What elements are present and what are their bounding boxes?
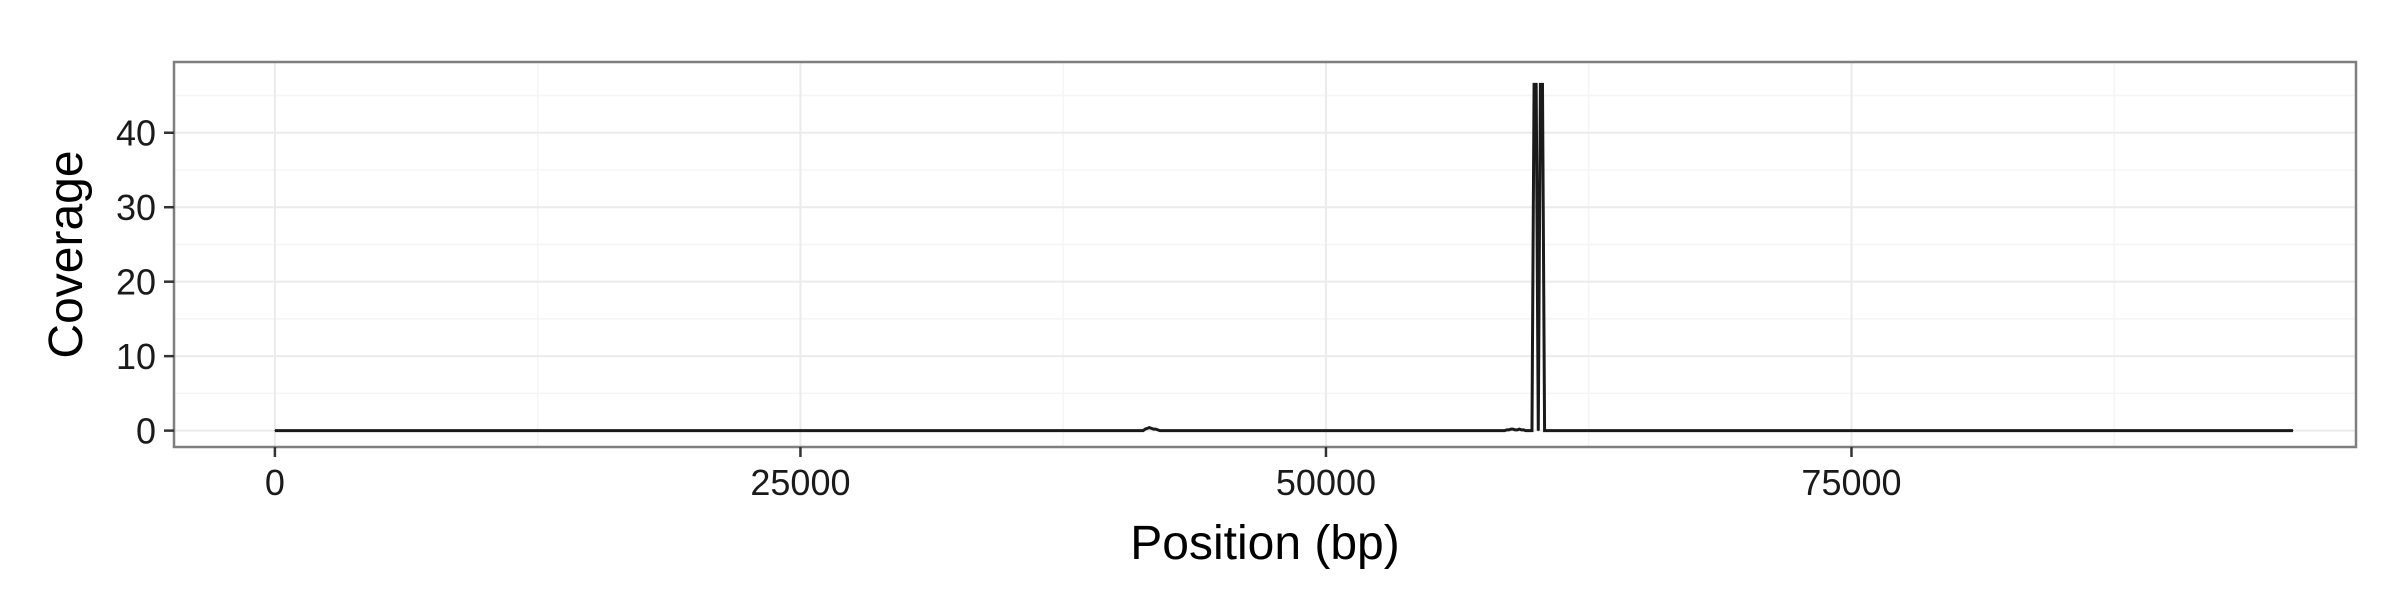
coverage-series bbox=[274, 82, 2294, 433]
coverage-point bbox=[274, 430, 276, 432]
y-axis: 0 10 20 30 40 bbox=[116, 113, 174, 452]
coverage-point bbox=[1520, 429, 1522, 431]
x-tick-label: 50000 bbox=[1276, 462, 1376, 503]
coverage-point bbox=[1144, 428, 1146, 430]
coverage-point bbox=[1148, 427, 1150, 429]
coverage-point bbox=[1510, 428, 1512, 430]
y-tick-label: 40 bbox=[116, 113, 156, 154]
coverage-point bbox=[1155, 428, 1157, 430]
y-axis-title: Coverage bbox=[40, 150, 93, 358]
minor-gridlines bbox=[174, 62, 2356, 447]
coverage-point bbox=[1150, 427, 1152, 429]
coverage-point bbox=[1146, 427, 1148, 429]
coverage-point bbox=[2292, 430, 2294, 432]
coverage-point bbox=[1504, 430, 1506, 432]
coverage-point bbox=[1159, 430, 1161, 432]
coverage-point bbox=[1516, 429, 1518, 431]
y-tick-label: 20 bbox=[116, 262, 156, 303]
panel-border bbox=[172, 60, 2358, 449]
coverage-point bbox=[1508, 429, 1510, 431]
coverage-point bbox=[1523, 429, 1525, 431]
coverage-point bbox=[1518, 428, 1520, 430]
coverage-point bbox=[1527, 430, 1529, 432]
x-axis-title: Position (bp) bbox=[1130, 517, 1399, 570]
coverage-point bbox=[1537, 430, 1539, 432]
coverage-point bbox=[1535, 83, 1537, 85]
x-tick-label: 75000 bbox=[1801, 462, 1901, 503]
coverage-point bbox=[1541, 83, 1543, 85]
coverage-point bbox=[1514, 429, 1516, 431]
y-tick-label: 30 bbox=[116, 187, 156, 228]
coverage-point bbox=[1533, 83, 1535, 85]
y-tick-label: 0 bbox=[136, 411, 156, 452]
coverage-point bbox=[1544, 430, 1546, 432]
coverage-point bbox=[1153, 428, 1155, 430]
coverage-point bbox=[1157, 429, 1159, 431]
coverage-point bbox=[1142, 430, 1144, 432]
coverage-point bbox=[1531, 430, 1533, 432]
coverage-point bbox=[1539, 83, 1541, 85]
x-axis: 0 25000 50000 75000 bbox=[265, 447, 1902, 503]
x-tick-label: 0 bbox=[265, 462, 285, 503]
y-tick-label: 10 bbox=[116, 336, 156, 377]
coverage-point bbox=[1512, 428, 1514, 430]
coverage-point bbox=[1525, 430, 1527, 432]
coverage-point bbox=[1506, 429, 1508, 431]
x-tick-label: 25000 bbox=[750, 462, 850, 503]
